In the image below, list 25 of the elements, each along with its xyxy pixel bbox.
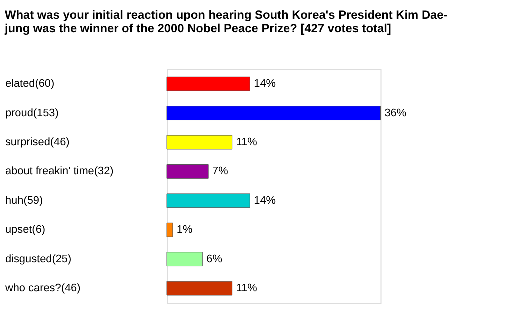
data-label: 36% [384, 107, 407, 120]
bar [166, 76, 250, 92]
y-tick-label: about freakin' time(32) [5, 166, 114, 178]
data-label: 11% [236, 282, 258, 295]
y-tick-label: who cares?(46) [4, 282, 81, 295]
y-tick-label: surprised(46) [5, 136, 70, 148]
bar [166, 252, 203, 267]
bar [166, 222, 174, 238]
bar [166, 106, 382, 121]
chart-title: What was your initial reaction upon hearing South Korea's President Kim Dae-jung was the winner of the 2000 Nobel Peace Prize? [427 votes total] [4, 8, 448, 36]
data-label: 14% [254, 194, 276, 207]
y-tick-label: disgusted(25) [5, 253, 72, 266]
y-tick-label: upset(6) [5, 224, 46, 236]
data-label: 14% [254, 78, 276, 90]
data-label: 11% [236, 136, 258, 148]
y-tick-label: huh(59) [5, 194, 44, 207]
y-tick-label: proud(153) [5, 107, 59, 120]
bar [166, 281, 233, 296]
data-label: 7% [212, 166, 229, 178]
y-tick-label: elated(60) [5, 78, 55, 90]
data-label: 1% [176, 224, 194, 236]
bar [166, 135, 233, 150]
bar [166, 164, 209, 179]
bar [166, 194, 250, 208]
data-label: 6% [206, 253, 223, 266]
